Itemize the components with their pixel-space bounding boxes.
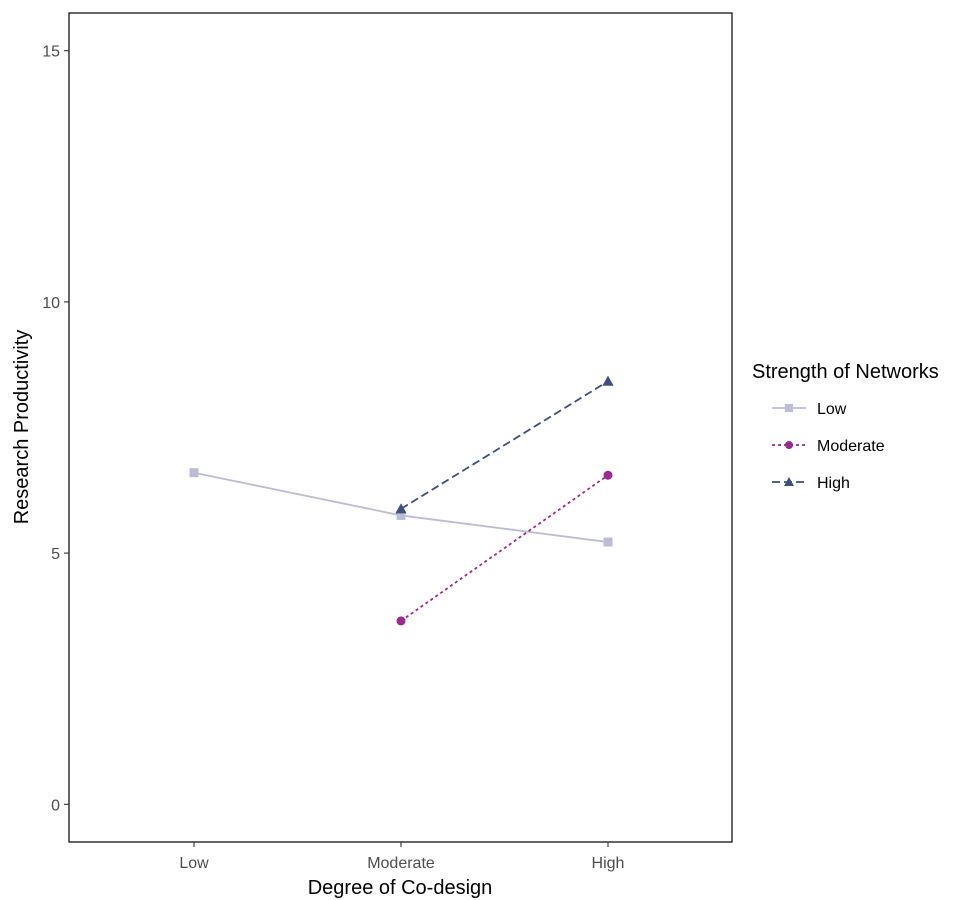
legend-key-marker: [785, 441, 793, 449]
legend: Strength of Networks Low Moderate High: [752, 361, 939, 492]
legend-label: Low: [817, 401, 847, 418]
legend-label: High: [817, 475, 850, 492]
x-tick-label: Low: [179, 855, 209, 872]
legend-item-low: Low: [772, 401, 847, 418]
y-tick-label: 15: [42, 44, 60, 61]
series-layer: [189, 375, 614, 626]
x-tick-label: Moderate: [367, 855, 435, 872]
legend-item-moderate: Moderate: [772, 438, 885, 455]
y-tick-label: 0: [51, 797, 60, 814]
series-moderate: [396, 470, 613, 626]
data-point-high: [395, 503, 407, 514]
data-point-low: [189, 468, 199, 478]
data-point-high: [602, 375, 614, 386]
series-low: [189, 468, 613, 547]
series-line-high: [400, 380, 609, 510]
series-line-moderate: [400, 474, 609, 622]
data-point-moderate: [396, 616, 406, 626]
y-axis: 0 5 10 15: [42, 44, 69, 814]
x-axis-title: Degree of Co-design: [308, 877, 493, 899]
x-tick-label: High: [592, 855, 625, 872]
legend-title: Strength of Networks: [752, 361, 939, 383]
legend-key-marker: [784, 477, 794, 486]
data-point-moderate: [603, 470, 613, 480]
y-tick-label: 5: [51, 546, 60, 563]
legend-key-marker: [785, 404, 793, 412]
y-tick-label: 10: [42, 295, 60, 312]
x-axis: Low Moderate High: [179, 842, 624, 872]
data-point-low: [603, 537, 613, 547]
legend-label: Moderate: [817, 438, 885, 455]
legend-item-high: High: [772, 475, 850, 492]
data-point-low: [396, 510, 406, 520]
plot-panel: [68, 12, 733, 843]
series-high: [395, 375, 614, 514]
y-axis-title: Research Productivity: [11, 330, 33, 525]
